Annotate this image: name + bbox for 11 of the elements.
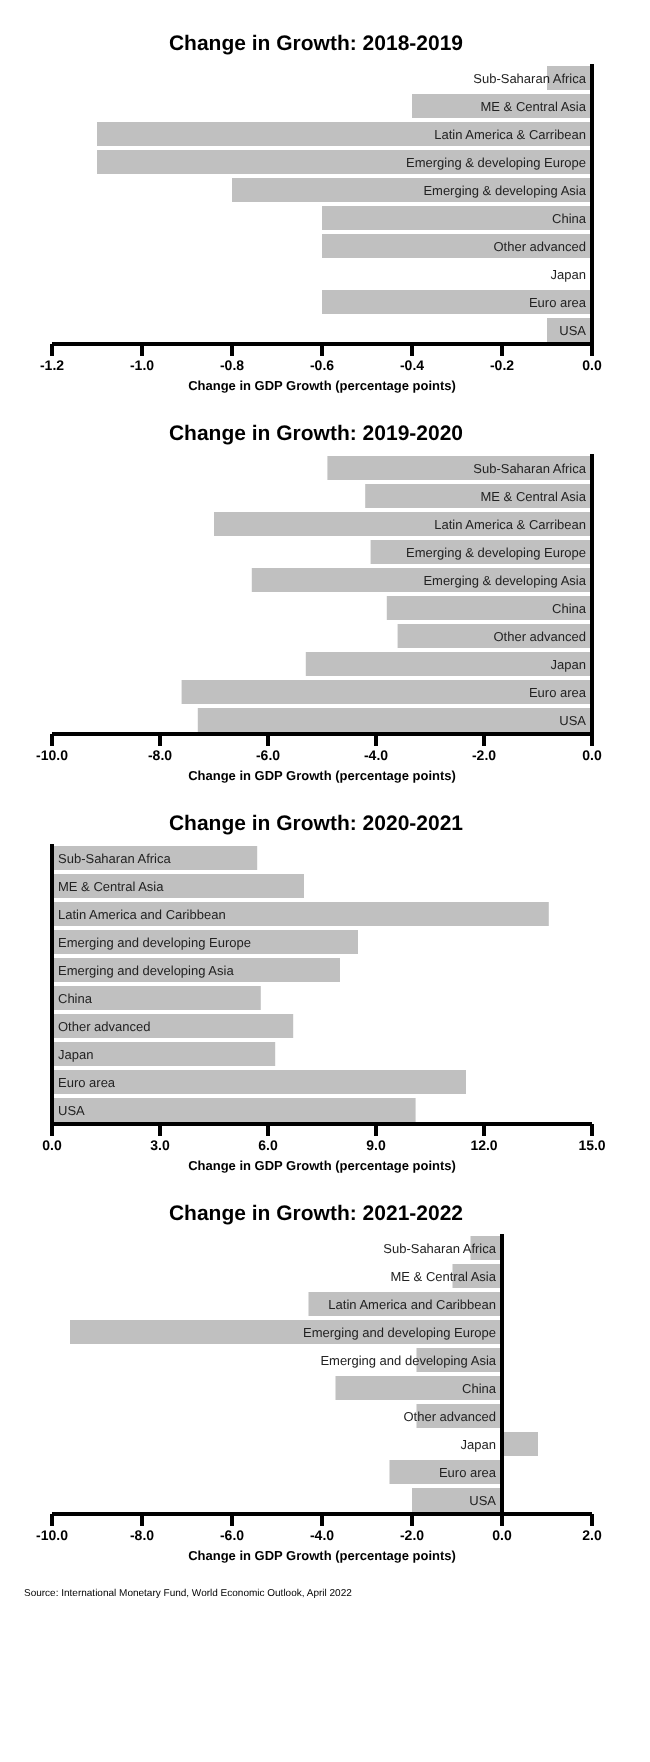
bar xyxy=(52,874,304,898)
chart-title: Change in Growth: 2020-2021 xyxy=(166,810,466,840)
chart-title: Change in Growth: 2021-2022 xyxy=(166,1200,466,1230)
bar xyxy=(52,1014,294,1038)
bar xyxy=(52,1070,466,1094)
bar xyxy=(52,1098,416,1122)
chart-title: Change in Growth: 2018-2019 xyxy=(166,30,466,60)
bar xyxy=(52,902,549,926)
bar xyxy=(52,986,261,1010)
chart-title: Change in Growth: 2019-2020 xyxy=(166,420,466,450)
bar xyxy=(52,1042,276,1066)
